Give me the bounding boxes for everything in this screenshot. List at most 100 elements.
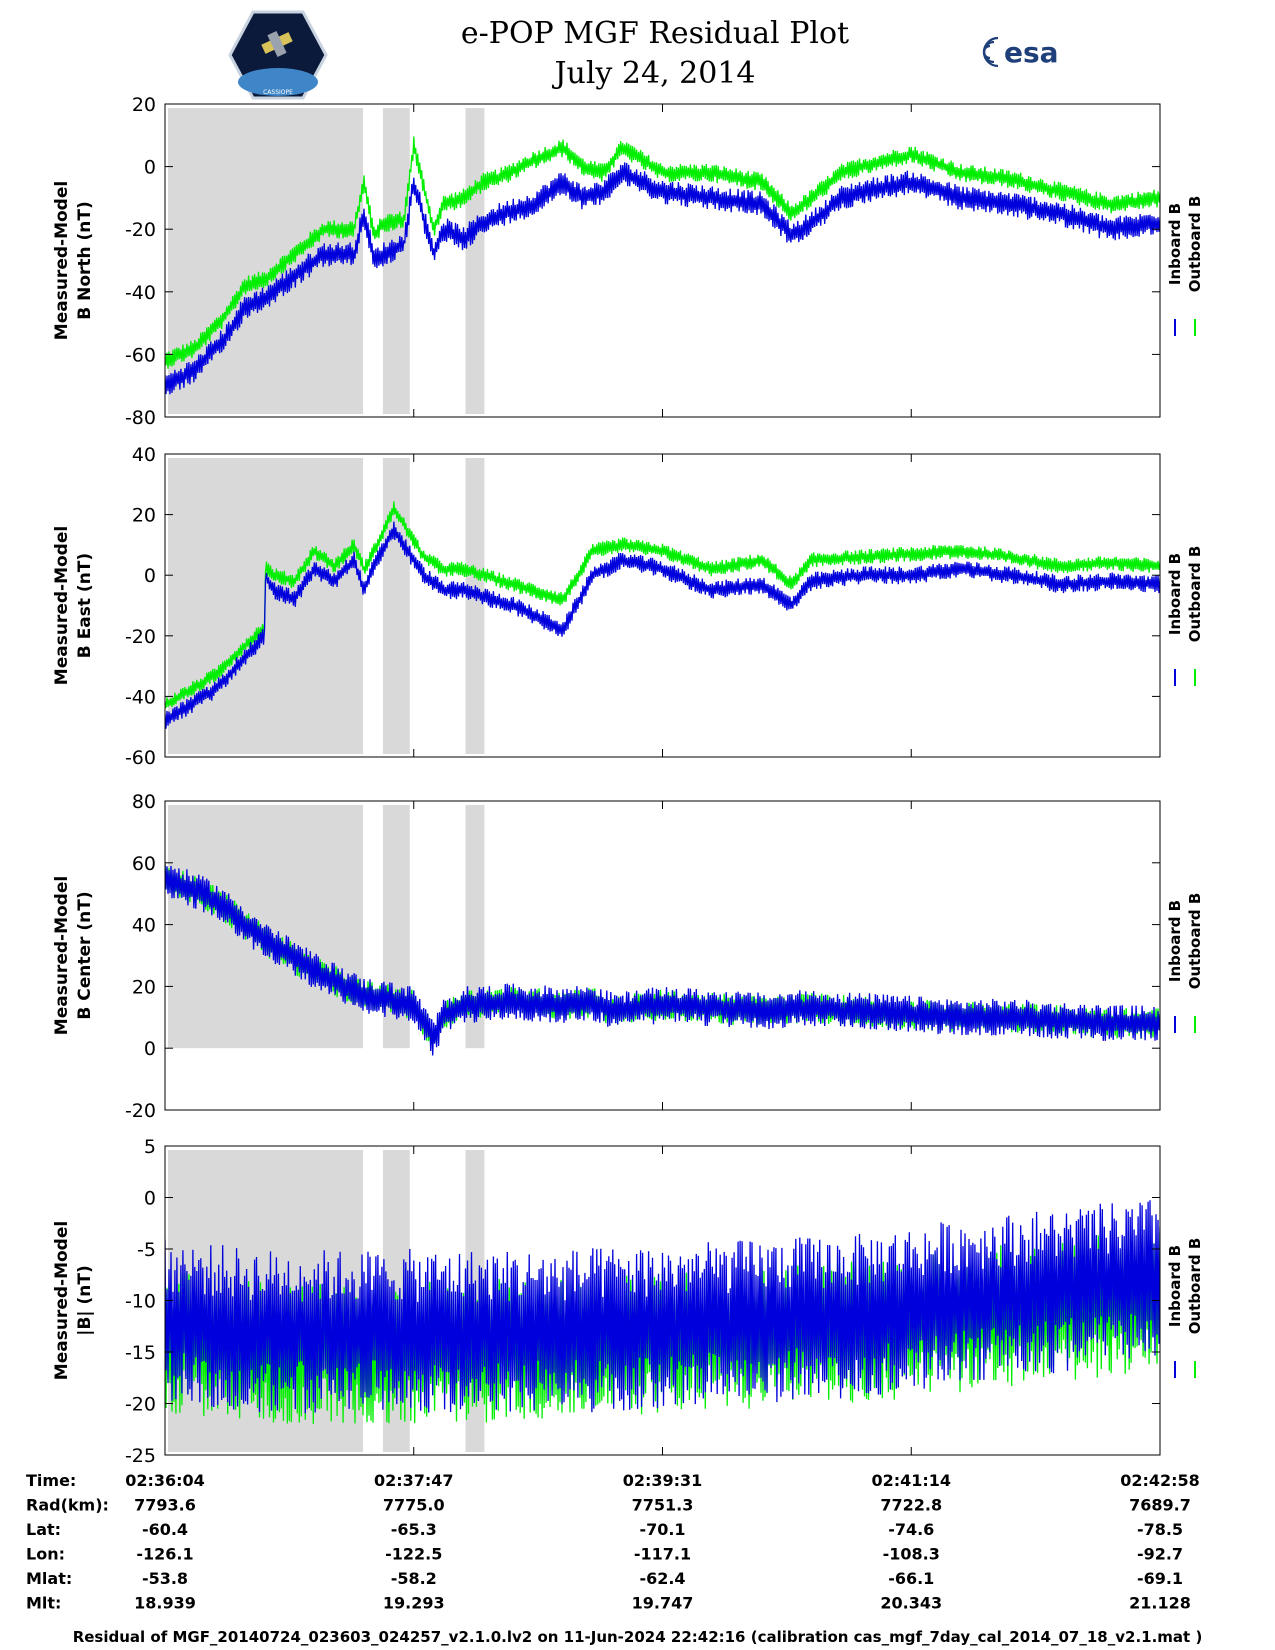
shaded-interval [465,108,485,414]
y-tick-label: -5 [137,1239,156,1261]
legend-label-outboard: Outboard B [1186,546,1204,643]
y-tick-label: 5 [144,1136,156,1158]
legend-label-inboard: Inboard B [1166,203,1184,285]
y-label-line-2: B East (nT) [75,553,95,658]
ephemeris-cell: -74.6 [888,1520,934,1539]
legend-label-inboard: Inboard B [1166,553,1184,635]
esa-logo: esa [982,36,1059,69]
series-outboard-line [165,501,1160,709]
cassiope-logo-text: CASSIOPE [263,89,293,96]
y-tick-label: -20 [125,219,156,241]
ephemeris-row-label: Mlat: [26,1569,72,1588]
legend-label-outboard: Outboard B [1186,1238,1204,1335]
y-axis-label: Measured-Model |B| (nT) [52,1221,95,1380]
y-tick-label: 20 [132,976,156,998]
y-tick-label: -20 [125,1100,156,1122]
ephemeris-row-label: Rad(km): [26,1496,109,1515]
y-axis-label: Measured-Model B East (nT) [52,526,95,685]
ephemeris-cell: -53.8 [142,1569,188,1588]
legend: Inboard B Outboard B [1166,893,1204,990]
legend: Inboard B Outboard B [1166,546,1204,643]
y-tick-label: 0 [144,1038,156,1060]
ephemeris-cell: -122.5 [385,1545,442,1564]
y-tick-label: -10 [125,1291,156,1313]
y-label-line-2: B North (nT) [75,201,95,320]
ephemeris-cell: 19.747 [632,1594,694,1613]
ephemeris-cell: 02:36:04 [125,1471,205,1490]
page-title: e-POP MGF Residual Plot July 24, 2014 [0,14,1275,94]
legend-label-outboard: Outboard B [1186,196,1204,293]
panel-4: -25 -20 -15 -10 -5 0 5 Measured-Model |B| (nT) In… [52,1136,1204,1467]
ephemeris-cell: -62.4 [639,1569,685,1588]
y-tick-label: 60 [132,853,156,875]
y-label-line-2: B Center (nT) [75,891,95,1019]
y-tick-label: 0 [144,157,156,179]
ephemeris-cell: 02:37:47 [374,1471,454,1490]
y-tick-label: -20 [125,1394,156,1416]
legend-label-outboard: Outboard B [1186,893,1204,990]
ephemeris-row-label: Mlt: [26,1594,61,1613]
y-label-line-1: Measured-Model [52,181,72,340]
ephemeris-cell: -60.4 [142,1520,188,1539]
y-label-line-1: Measured-Model [52,1221,72,1380]
ephemeris-table: Time: Rad(km): Lat: Lon: Mlat: Mlt: 02:36:04 77… [26,1471,1200,1613]
y-tick-label: -60 [125,344,156,366]
ephemeris-cell: -65.3 [391,1520,437,1539]
ephemeris-row-label: Lat: [26,1520,61,1539]
title-line-2: July 24, 2014 [554,56,756,91]
ephemeris-cell: -108.3 [883,1545,940,1564]
y-tick-label: 20 [132,505,156,527]
y-tick-label: -40 [125,282,156,304]
cassiope-logo: CASSIOPE [228,10,328,100]
legend: Inboard B Outboard B [1166,1238,1204,1335]
y-tick-label: -15 [125,1342,156,1364]
y-tick-label: -80 [125,407,156,429]
y-tick-label: -60 [125,747,156,769]
ephemeris-cell: -92.7 [1137,1545,1183,1564]
y-label-line-1: Measured-Model [52,526,72,685]
ephemeris-cell: -78.5 [1137,1520,1183,1539]
ephemeris-cell: 21.128 [1129,1594,1191,1613]
legend: Inboard B Outboard B [1166,196,1204,293]
y-tick-label: -20 [125,626,156,648]
panel-3: -20 0 20 40 60 80 Measured-Model B Center (nT) I… [52,791,1204,1122]
title-line-1: e-POP MGF Residual Plot [460,16,850,51]
series-inboard-line [165,863,1160,1056]
ephemeris-cell: -69.1 [1137,1569,1183,1588]
ephemeris-cell: 7793.6 [134,1496,196,1515]
ephemeris-cell: 7689.7 [1129,1496,1191,1515]
shaded-interval [465,458,485,754]
ephemeris-cell: 7775.0 [383,1496,445,1515]
ephemeris-cell: 18.939 [134,1594,196,1613]
ephemeris-cell: -126.1 [136,1545,193,1564]
series-outboard-line [165,136,1160,369]
ephemeris-cell: 19.293 [383,1594,445,1613]
legend-label-inboard: Inboard B [1166,900,1184,982]
y-tick-label: -25 [125,1445,156,1467]
footer-caption: Residual of MGF_20140724_023603_024257_v… [72,1628,1203,1646]
series-inboard-line [165,521,1160,729]
ephemeris-cell: 02:41:14 [871,1471,951,1490]
esa-logo-text: esa [1004,36,1059,69]
y-tick-label: -40 [125,686,156,708]
ephemeris-cell: 20.343 [880,1594,942,1613]
panel-1: -80 -60 -40 -20 0 20 Measured-Model B North (nT… [52,94,1204,429]
panel-2: -60 -40 -20 0 20 40 Measured-Model B East (nT) I… [52,444,1204,769]
y-axis-label: Measured-Model B Center (nT) [52,876,95,1035]
ephemeris-cell: -117.1 [634,1545,691,1564]
series-inboard-line [165,1200,1160,1414]
shaded-interval [168,805,364,1049]
y-tick-label: 40 [132,915,156,937]
ephemeris-row-label: Time: [26,1471,76,1490]
y-axis-label: Measured-Model B North (nT) [52,181,95,340]
y-tick-label: 40 [132,444,156,466]
y-tick-label: 80 [132,791,156,813]
ephemeris-row-label: Lon: [26,1545,65,1564]
y-tick-label: 20 [132,94,156,116]
y-tick-label: 0 [144,565,156,587]
series-inboard-line [165,162,1160,395]
shaded-interval [382,458,410,754]
legend-label-inboard: Inboard B [1166,1245,1184,1327]
y-label-line-1: Measured-Model [52,876,72,1035]
